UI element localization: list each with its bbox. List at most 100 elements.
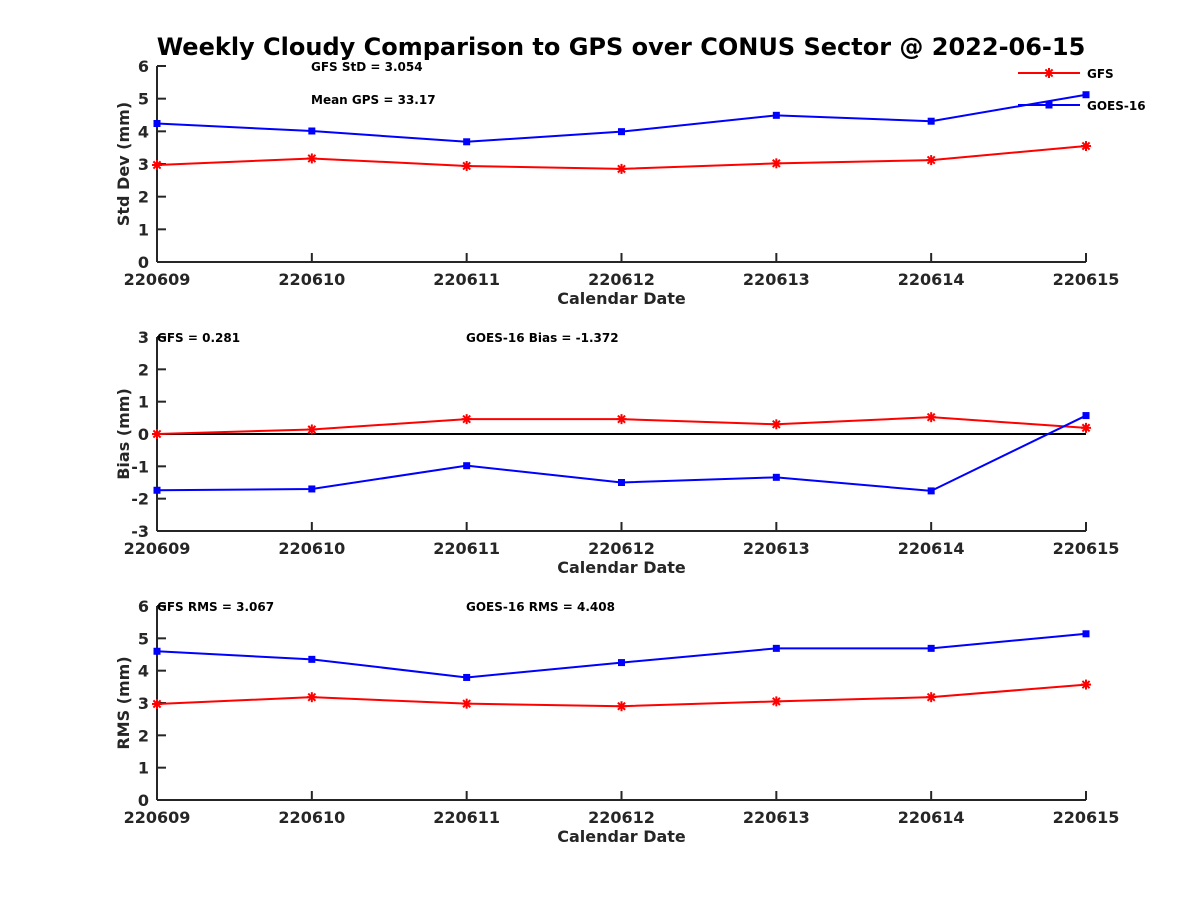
data-point-goes-16 (308, 655, 316, 663)
data-point-goes-16 (308, 485, 316, 493)
x-tick-label: 220612 (588, 808, 655, 827)
data-point-gfs (771, 696, 782, 707)
data-point-gfs (461, 698, 472, 709)
x-tick-label: 220609 (124, 539, 191, 558)
data-point-gfs (306, 153, 317, 164)
data-point-gfs (306, 692, 317, 703)
x-tick-label: 220611 (433, 808, 500, 827)
y-tick-label: -3 (131, 522, 149, 541)
y-tick-label: 1 (138, 220, 149, 239)
y-tick-label: 0 (138, 791, 149, 810)
y-tick-label: -1 (131, 457, 149, 476)
y-tick-label: 5 (138, 629, 149, 648)
x-tick-label: 220613 (743, 539, 810, 558)
y-tick-label: 0 (138, 425, 149, 444)
figure-title: Weekly Cloudy Comparison to GPS over CON… (157, 33, 1086, 61)
data-point-goes-16 (618, 479, 625, 486)
y-tick-label: 4 (138, 122, 149, 141)
data-point-gfs (926, 155, 937, 166)
stat-annotation: Mean GPS = 33.17 (311, 93, 436, 107)
legend-item-gfs: GFS (1018, 67, 1114, 81)
y-axis-label: Std Dev (mm) (114, 102, 133, 226)
data-point-goes-16 (927, 487, 935, 495)
data-point-gfs (306, 424, 317, 435)
data-point-gfs (1081, 422, 1091, 433)
x-tick-label: 220610 (278, 539, 345, 558)
x-axis-label: Calendar Date (557, 289, 686, 308)
legend-label: GFS (1087, 67, 1114, 81)
x-tick-label: 220611 (433, 270, 500, 289)
x-axis-label: Calendar Date (557, 558, 686, 577)
y-tick-label: 1 (138, 759, 149, 778)
stat-annotation: GFS StD = 3.054 (311, 60, 423, 74)
y-axis-label: RMS (mm) (114, 656, 133, 749)
x-tick-label: 220615 (1053, 270, 1120, 289)
stat-annotation: GOES-16 Bias = -1.372 (466, 331, 619, 345)
legend-item-goes-16: GOES-16 (1018, 99, 1146, 113)
y-tick-label: 2 (138, 188, 149, 207)
x-tick-label: 220614 (898, 270, 965, 289)
data-point-goes-16 (772, 473, 780, 481)
data-point-goes-16 (153, 647, 161, 655)
x-tick-label: 220612 (588, 539, 655, 558)
y-tick-label: 2 (138, 360, 149, 379)
chart-panel-3: 0 1 2 3 4 5 6 220609 220610 220611 220612 220613 220… (114, 597, 1119, 846)
x-tick-label: 220609 (124, 808, 191, 827)
y-tick-label: 1 (138, 393, 149, 412)
stat-annotation: GFS RMS = 3.067 (157, 600, 274, 614)
data-point-goes-16 (772, 644, 780, 652)
data-point-goes-16 (153, 119, 161, 127)
data-point-goes-16 (153, 486, 161, 494)
data-point-gfs (771, 158, 782, 169)
y-tick-label: 4 (138, 662, 149, 681)
x-tick-label: 220613 (743, 270, 810, 289)
stat-annotation: GFS = 0.281 (157, 331, 240, 345)
data-point-goes-16 (927, 117, 935, 125)
data-point-gfs (1081, 679, 1091, 690)
data-point-goes-16 (463, 673, 471, 681)
legend-marker (1045, 101, 1053, 109)
y-tick-label: 6 (138, 597, 149, 616)
data-point-goes-16 (618, 128, 625, 136)
data-point-gfs (926, 412, 937, 423)
x-tick-label: 220615 (1053, 539, 1120, 558)
data-point-gfs (616, 163, 627, 174)
x-tick-label: 220614 (898, 539, 965, 558)
data-point-goes-16 (927, 644, 935, 652)
data-point-goes-16 (1082, 630, 1090, 638)
data-point-gfs (1081, 141, 1091, 152)
y-tick-label: 3 (138, 155, 149, 174)
data-point-gfs (152, 698, 162, 709)
x-tick-label: 220614 (898, 808, 965, 827)
data-point-goes-16 (308, 127, 316, 135)
x-tick-label: 220609 (124, 270, 191, 289)
y-tick-label: 5 (138, 90, 149, 109)
y-tick-label: 2 (138, 726, 149, 745)
x-tick-label: 220611 (433, 539, 500, 558)
data-point-gfs (461, 414, 472, 425)
data-point-goes-16 (463, 138, 471, 146)
y-tick-label: -2 (131, 490, 149, 509)
x-tick-label: 220615 (1053, 808, 1120, 827)
data-point-goes-16 (618, 659, 625, 667)
stat-annotation: GOES-16 RMS = 4.408 (466, 600, 615, 614)
x-tick-label: 220612 (588, 270, 655, 289)
data-point-goes-16 (1082, 91, 1090, 99)
chart-panel-2: -3 -2 -1 0 1 2 3 220609 220610 220611 220612 220613… (114, 328, 1119, 577)
y-tick-label: 3 (138, 694, 149, 713)
data-point-gfs (616, 414, 627, 425)
y-tick-label: 3 (138, 328, 149, 347)
x-tick-label: 220610 (278, 270, 345, 289)
data-point-goes-16 (463, 462, 471, 470)
y-tick-label: 6 (138, 57, 149, 76)
data-point-gfs (926, 692, 937, 703)
y-axis-label: Bias (mm) (114, 388, 133, 480)
x-axis-label: Calendar Date (557, 827, 686, 846)
data-point-goes-16 (772, 111, 780, 119)
data-point-gfs (771, 419, 782, 430)
chart-panel-1: 0 1 2 3 4 5 6 220609 220610 220611 220612 220613 220… (114, 57, 1119, 308)
legend-marker (1044, 68, 1054, 78)
legend-label: GOES-16 (1087, 99, 1146, 113)
